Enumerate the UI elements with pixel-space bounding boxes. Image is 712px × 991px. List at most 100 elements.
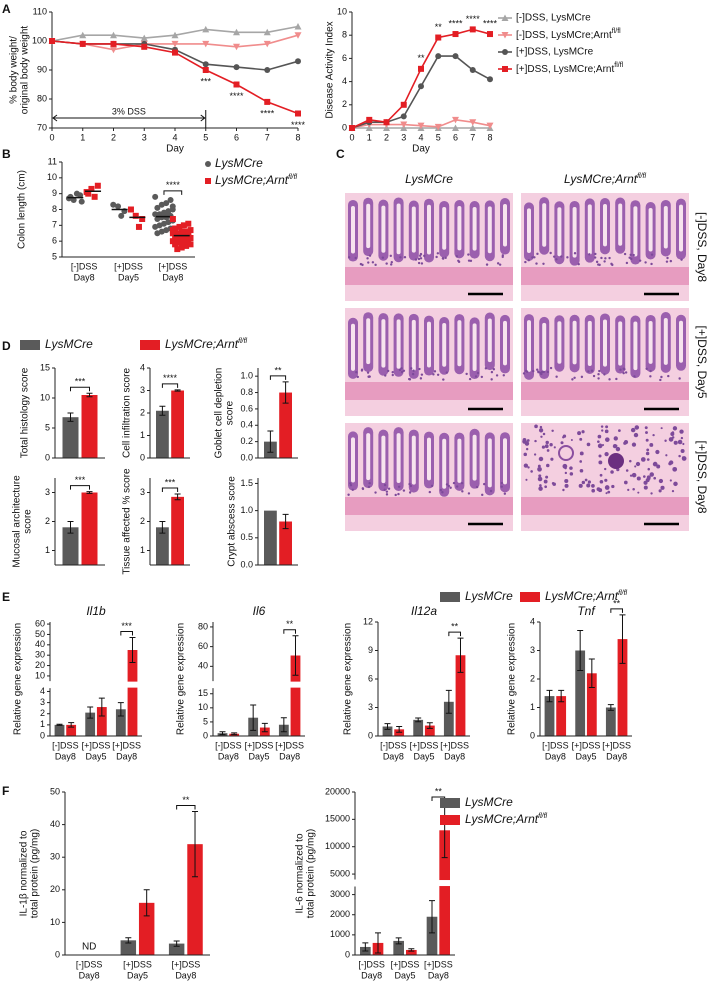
marker [94, 182, 101, 189]
bar [406, 949, 417, 955]
x-tick-label: Day8 [383, 751, 404, 761]
x-tick-label: Day8 [361, 970, 382, 980]
cell [623, 480, 628, 485]
cell [615, 444, 618, 448]
y-tick-label: 40 [198, 661, 208, 671]
x-tick-label: Day8 [606, 751, 627, 761]
cell [420, 262, 424, 265]
x-tick-label: [+]DSS [572, 740, 601, 750]
marker [91, 193, 98, 200]
marker [486, 122, 494, 130]
cell [649, 472, 654, 477]
legend-swatch [440, 592, 460, 602]
marker [176, 239, 183, 246]
cell [564, 478, 569, 484]
y-axis-label: Relative gene expression [13, 623, 24, 735]
crypt-lumen [503, 438, 507, 485]
cell [530, 470, 533, 473]
marker [118, 212, 125, 219]
legend-label-main: LysMCre;Arnt [165, 337, 239, 351]
error-bar [87, 706, 94, 719]
cell [671, 489, 675, 493]
x-tick-label: [-]DSS [380, 740, 407, 750]
cell [633, 375, 636, 378]
row-label: [+]DSS, Day8 [695, 440, 709, 513]
x-tick-label: 8 [487, 132, 492, 142]
x-tick-label: 4 [418, 132, 423, 142]
bar [586, 673, 597, 736]
cell [552, 482, 556, 486]
error-bar [159, 405, 166, 416]
cell [673, 440, 678, 445]
cell [549, 443, 553, 447]
cell [643, 475, 646, 478]
y-tick-label: 50 [35, 629, 45, 639]
y-axis-label: IL-1β normalized to [19, 830, 30, 916]
cell [523, 463, 529, 468]
marker [452, 124, 459, 131]
cell [562, 434, 567, 438]
marker [110, 40, 117, 47]
cell [546, 449, 550, 452]
cell [403, 256, 407, 259]
bar [455, 655, 466, 736]
y-axis-label: Relative gene expression [176, 623, 187, 735]
bar [426, 916, 438, 955]
crypt-lumen [487, 438, 492, 488]
marker [366, 116, 373, 123]
marker [79, 40, 86, 47]
cell [587, 480, 591, 484]
crypt-lumen [396, 203, 401, 255]
marker [180, 231, 187, 238]
cell [381, 256, 385, 259]
bar [96, 707, 107, 736]
cell [579, 437, 583, 441]
cell [640, 457, 646, 462]
y-tick-label: 20 [35, 660, 45, 670]
x-tick-label: [+]DSS [602, 740, 631, 750]
cell [492, 368, 496, 371]
cell [649, 375, 652, 378]
x-tick-label: Day8 [428, 970, 449, 980]
y-axis-label: Crypt abscess score [227, 476, 238, 567]
cell [570, 438, 573, 441]
y-axis-label: total protein (pg/mg) [306, 829, 317, 919]
cell [540, 435, 543, 438]
cell [360, 368, 364, 371]
cell [537, 464, 541, 468]
cell [461, 490, 464, 493]
y-tick-label: 1000 [330, 929, 350, 939]
cell [597, 377, 600, 380]
legend-label-superscript: fl/fl [288, 174, 297, 181]
cell [390, 263, 393, 266]
marker [174, 246, 181, 253]
marker [185, 233, 192, 240]
marker [49, 38, 55, 44]
crypt-lumen [411, 206, 416, 253]
bar [54, 724, 65, 736]
cell [391, 371, 394, 374]
significance-bracket [269, 375, 287, 380]
marker [185, 238, 192, 245]
legend-label: [-]DSS, LysMCre;Arntfl/fl [516, 28, 621, 40]
cell [581, 480, 586, 485]
cell [579, 468, 584, 473]
cell [591, 484, 595, 488]
marker [435, 34, 442, 41]
legend-label: LysMCre;Arntfl/fl [165, 337, 248, 351]
x-tick-label: [-]DSS [71, 261, 98, 271]
cell [349, 482, 352, 485]
cell [597, 434, 602, 439]
cell [598, 460, 603, 465]
histology-image [345, 308, 513, 416]
legend-label-superscript: fl/fl [618, 590, 627, 597]
error-bar [282, 513, 289, 530]
y-axis-label: Cell infiltration score [122, 368, 133, 458]
y-tick-label: 10 [337, 6, 347, 16]
crypt-lumen [587, 204, 592, 255]
significance-label: **** [166, 180, 181, 190]
cell [615, 377, 618, 381]
marker [135, 223, 142, 230]
cell [581, 430, 585, 434]
bar [279, 521, 292, 565]
